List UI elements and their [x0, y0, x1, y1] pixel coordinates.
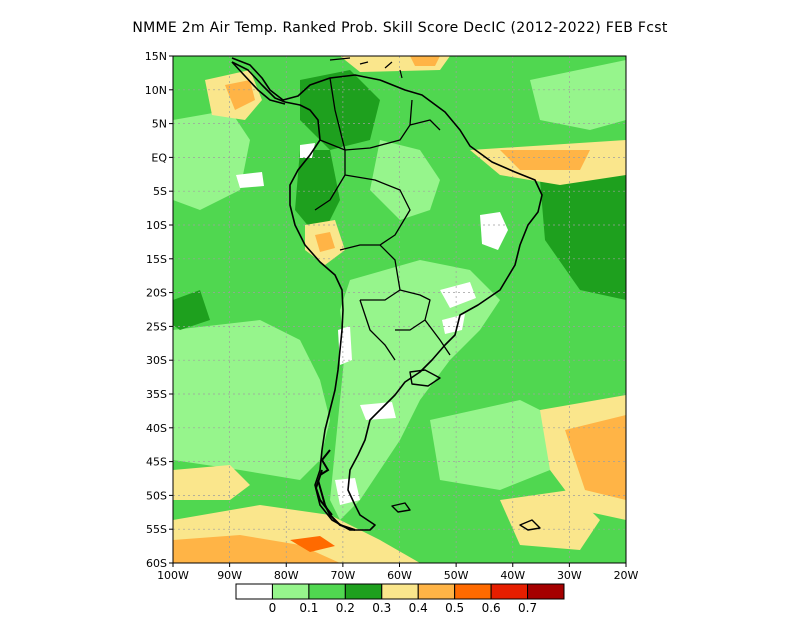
colorbar: 0 0.1 0.2 0.3 0.4 0.5 0.6 0.7: [235, 583, 565, 615]
colorbar-swatch: [308, 583, 346, 600]
map-field: [173, 56, 626, 563]
colorbar-swatch: [271, 583, 310, 600]
field-white-region: [236, 172, 264, 188]
central-america-coastline: [231, 61, 286, 105]
map-grid: [173, 56, 626, 563]
y-tick-label: 35S: [146, 388, 167, 401]
x-tick-label: 60W: [387, 569, 412, 582]
x-tick-label: 40W: [500, 569, 525, 582]
colorbar-swatch: [527, 583, 565, 600]
y-tick-label: 40S: [146, 422, 167, 435]
field-dark-green-region: [540, 170, 626, 300]
colorbar-swatch: [454, 583, 492, 600]
y-tick-label: 60S: [146, 557, 167, 570]
field-light-green-region: [530, 60, 626, 130]
x-tick-label: 20W: [614, 569, 639, 582]
colorbar-swatch: [344, 583, 383, 600]
country-borders: [314, 77, 451, 361]
colorbar-label: 0.7: [518, 601, 537, 615]
x-tick-label: 70W: [330, 569, 355, 582]
south-america-coastline: [231, 57, 543, 531]
field-yellow-region: [173, 465, 250, 500]
colorbar-label: 0: [269, 601, 277, 615]
y-tick-label: 50S: [146, 489, 167, 502]
rio-de-la-plata: [409, 369, 441, 387]
x-tick-label: 50W: [444, 569, 469, 582]
field-light-green-region: [173, 320, 330, 480]
y-tick-label: 10N: [145, 84, 167, 97]
colorbar-label: 0.3: [372, 601, 391, 615]
y-tick-label: 30S: [146, 354, 167, 367]
field-orange-region: [565, 415, 626, 500]
field-dark-green-region: [173, 290, 210, 330]
field-light-green-region: [430, 400, 560, 490]
x-axis-ticks: 100W 90W 80W 70W 60W 50W 40W 30W 20W: [157, 563, 639, 582]
y-axis-ticks: 15N 10N 5N EQ 5S 10S 15S 20S 25S 30S 35S 40S 45S 50S 5…: [145, 50, 173, 570]
x-tick-label: 90W: [217, 569, 242, 582]
y-tick-label: 45S: [146, 456, 167, 469]
field-dark-orange-region: [290, 536, 335, 552]
south-georgia: [519, 519, 541, 531]
x-tick-label: 30W: [557, 569, 582, 582]
caribbean-islands: [329, 57, 403, 79]
y-tick-label: 5S: [153, 185, 167, 198]
y-tick-label: 5N: [152, 118, 167, 131]
colorbar-swatch: [417, 583, 456, 600]
colorbar-label: 0.4: [409, 601, 428, 615]
field-white-region: [335, 478, 360, 505]
field-orange-region: [315, 232, 335, 252]
colorbar-swatch: [235, 583, 273, 600]
colorbar-swatch: [490, 583, 529, 600]
field-yellow-region: [500, 490, 600, 550]
map-title: NMME 2m Air Temp. Ranked Prob. Skill Sco…: [132, 20, 668, 36]
y-tick-label: 15S: [146, 253, 167, 266]
field-orange-region: [410, 56, 440, 66]
colorbar-label: 0.1: [299, 601, 318, 615]
x-tick-label: 80W: [274, 569, 299, 582]
y-tick-label: 20S: [146, 287, 167, 300]
field-white-region: [480, 212, 508, 250]
field-orange-region: [173, 535, 340, 563]
field-light-green-region: [173, 110, 250, 210]
colorbar-label: 0.5: [445, 601, 464, 615]
y-tick-label: EQ: [151, 151, 167, 164]
coastlines: [231, 57, 543, 531]
y-tick-label: 15N: [145, 50, 167, 63]
colorbar-label: 0.6: [482, 601, 501, 615]
field-dark-green-region: [295, 150, 340, 240]
field-orange-region: [500, 150, 590, 170]
x-tick-label: 100W: [157, 569, 189, 582]
field-orange-region: [225, 80, 255, 110]
falkland-islands: [391, 502, 411, 513]
y-tick-label: 25S: [146, 320, 167, 333]
field-light-green-region: [370, 140, 440, 220]
field-white-region: [440, 282, 476, 308]
y-tick-label: 55S: [146, 523, 167, 536]
colorbar-label: 0.2: [336, 601, 355, 615]
y-tick-label: 10S: [146, 219, 167, 232]
tierra-del-fuego: [314, 449, 356, 531]
colorbar-swatch: [381, 583, 419, 600]
